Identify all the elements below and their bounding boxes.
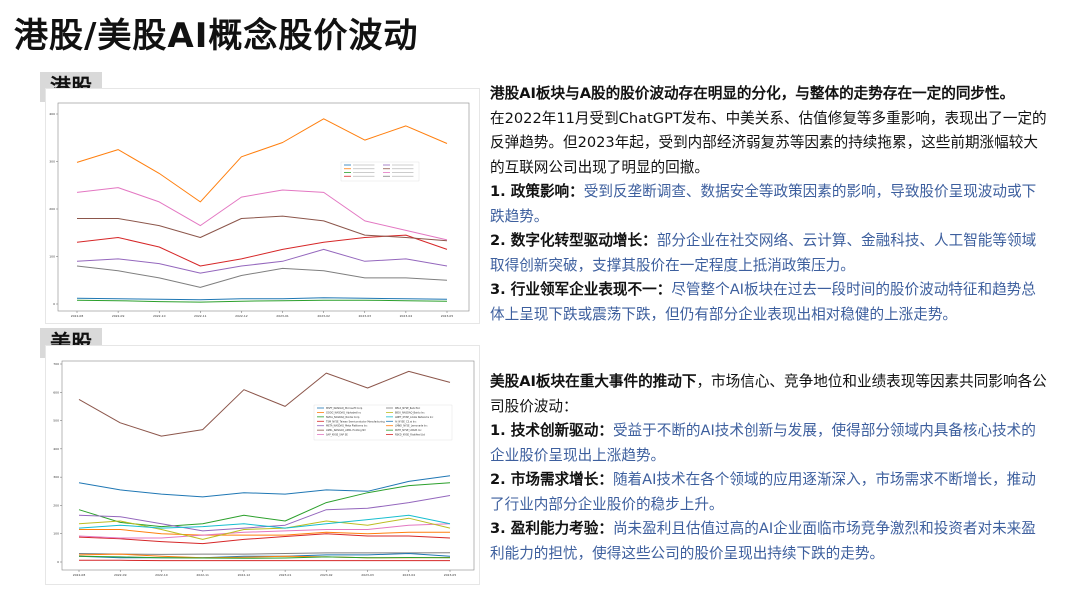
hk-point-1: 1. 政策影响：受到反垄断调查、数据安全等政策因素的影响，导致股价呈现波动或下跌… xyxy=(490,180,1050,229)
y-tick-label: 200 xyxy=(49,207,55,211)
series-line xyxy=(76,187,448,241)
hk-point-3: 3. 行业领军企业表现不一：尽管整个AI板块在过去一段时间的股价波动特征和趋势总… xyxy=(490,278,1050,327)
legend-label: ASML_NASDAQ_ASML Holding NV xyxy=(326,429,366,432)
point-text: 受到反垄断调查、数据安全等政策因素的影响，导致股价呈现波动或下跌趋势。 xyxy=(490,183,1037,225)
series-line xyxy=(78,523,451,539)
series-line xyxy=(78,514,451,529)
y-tick-label: 400 xyxy=(49,112,55,116)
series-line xyxy=(79,529,450,536)
x-tick-label: 2022-08 xyxy=(71,314,84,318)
series-line xyxy=(76,248,448,274)
x-tick-label: 2022-10 xyxy=(155,573,168,577)
y-tick-label: 100 xyxy=(53,532,59,536)
series-line xyxy=(78,533,451,545)
legend-label: TSM_NYSE_Taiwan Semiconductor Manufactur… xyxy=(326,420,385,423)
point-head: 3. 行业领军企业表现不一： xyxy=(490,281,672,298)
hk-stock-chart: 0 100 200 300 400 2022-08 2022-09 2022-10 2022-1… xyxy=(45,88,480,324)
x-tick-label: 2022-09 xyxy=(114,573,127,577)
us-summary-bold: 美股AI板块在重大事件的推动下 xyxy=(490,373,697,390)
series-line xyxy=(76,297,448,301)
series-line xyxy=(78,475,451,498)
y-tick-label: 0 xyxy=(53,302,55,306)
point-text: 尽管整个AI板块在过去一段时间的股价波动特征和趋势总体上呈现下跌或震荡下跌，但仍… xyxy=(490,281,1036,323)
legend-label: GOOG_NASDAQ_Alphabet Inc xyxy=(326,411,362,414)
us-summary: 美股AI板块在重大事件的推动下，市场信心、竞争地位和业绩表现等因素共同影响各公司… xyxy=(490,370,1050,419)
series-line xyxy=(77,215,448,242)
x-tick-label: 2022-11 xyxy=(194,314,207,318)
page-title: 港股/美股AI概念股价波动 xyxy=(14,16,419,56)
x-tick-label: 2023-03 xyxy=(359,314,372,318)
hk-body: 在2022年11月受到ChatGPT发布、中美关系、估值修复等多重影响，表现出了… xyxy=(490,109,1047,176)
series-line xyxy=(76,118,448,203)
point-text: 部分企业在社交网络、云计算、金融科技、人工智能等领域取得创新突破，支撑其股价在一… xyxy=(490,232,1037,274)
y-tick-label: 700 xyxy=(53,362,59,366)
legend-label: LMND_NYSE_Lemonade Inc xyxy=(395,425,428,428)
legend-label: AI_NYSE_C3.ai Inc xyxy=(395,420,417,423)
us-analysis: 美股AI板块在重大事件的推动下，市场信心、竞争地位和业绩表现等因素共同影响各公司… xyxy=(490,370,1050,566)
point-text: 尚未盈利且估值过高的AI企业面临市场竞争激烈和投资者对未来盈利能力的担忧，使得这… xyxy=(490,520,1036,562)
point-head: 1. 政策影响： xyxy=(490,183,584,200)
legend-label: BIDU_NASDAQ_Baidu Inc xyxy=(395,411,425,414)
point-text: 随着AI技术在各个领域的应用逐渐深入，市场需求不断增长，推动了行业内部分企业股价… xyxy=(490,471,1036,513)
series-line xyxy=(76,265,448,288)
us-summary-rest: ，市场信心、竞争地位和业绩表现等因素共同影响各公司股价波动： xyxy=(490,373,1047,415)
us-point-1: 1. 技术创新驱动：受益于不断的AI技术创新与发展，使得部分领域内具备核心技术的… xyxy=(490,419,1050,468)
point-head: 2. 市场需求增长： xyxy=(490,471,613,488)
series-line xyxy=(78,495,451,532)
hk-point-2: 2. 数字化转型驱动增长：部分企业在社交网络、云计算、金融科技、人工智能等领域取… xyxy=(490,229,1050,278)
point-text: 受益于不断的AI技术创新与发展，使得部分领域内具备核心技术的企业股价呈现出上涨趋… xyxy=(490,422,1036,464)
x-tick-label: 2023-01 xyxy=(276,314,289,318)
x-tick-label: 2022-10 xyxy=(153,314,166,318)
x-tick-label: 2023-04 xyxy=(400,314,413,318)
series-line xyxy=(78,370,451,437)
us-stock-chart: 0 100 200 300 400 500 600 700 2022-08 2022-09 2022… xyxy=(45,345,480,585)
x-tick-label: 2022-11 xyxy=(196,573,209,577)
y-tick-label: 600 xyxy=(53,390,59,394)
y-tick-label: 500 xyxy=(53,419,59,423)
legend-label: PATH_NYSE_UiPath Inc xyxy=(395,429,422,432)
legend-label: NVDA_NASDAQ_Nvidia Corp xyxy=(326,416,360,419)
x-tick-label: 2022-08 xyxy=(73,573,86,577)
legend-label: ANET_NYSE_Arista Networks Inc xyxy=(395,416,434,419)
point-head: 2. 数字化转型驱动增长： xyxy=(490,232,657,249)
y-tick-label: 0 xyxy=(57,560,59,564)
series-line xyxy=(76,299,448,303)
x-tick-label: 2022-12 xyxy=(235,314,248,318)
y-tick-label: 300 xyxy=(53,475,59,479)
y-tick-label: 300 xyxy=(49,160,55,164)
chart-svg: 0 100 200 300 400 2022-08 2022-09 2022-10 2022-1… xyxy=(49,102,470,318)
us-point-2: 2. 市场需求增长：随着AI技术在各个领域的应用逐渐深入，市场需求不断增长，推动… xyxy=(490,468,1050,517)
legend-label: SAP_NYSE_SAP SE xyxy=(326,434,348,437)
hk-summary: 港股AI板块与A股的股价波动存在明显的分化，与整体的走势存在一定的同步性。 xyxy=(490,85,1015,102)
legend-label: RSKD_NYSE_Riskified Ltd xyxy=(395,434,425,437)
hk-analysis: 港股AI板块与A股的股价波动存在明显的分化，与整体的走势存在一定的同步性。 在2… xyxy=(490,82,1050,327)
y-tick-label: 100 xyxy=(49,255,55,259)
x-tick-label: 2023-02 xyxy=(320,573,333,577)
series-line xyxy=(78,517,451,540)
series-line xyxy=(78,552,451,555)
series-line xyxy=(78,482,451,528)
series-line xyxy=(78,555,451,559)
y-tick-label: 200 xyxy=(53,503,59,507)
chart-svg: 0 100 200 300 400 500 600 700 2022-08 2022-09 2022… xyxy=(53,360,475,577)
x-tick-label: 2023-01 xyxy=(279,573,292,577)
legend-label: RELX_NYSE_Relx PLC xyxy=(395,407,420,410)
point-head: 3. 盈利能力考验： xyxy=(490,520,613,537)
legend-box xyxy=(313,404,453,441)
x-tick-label: 2023-02 xyxy=(317,314,330,318)
x-tick-label: 2023-05 xyxy=(444,573,457,577)
x-tick-label: 2023-05 xyxy=(441,314,454,318)
x-tick-label: 2022-12 xyxy=(238,573,251,577)
series-line xyxy=(76,234,448,267)
legend-label: MSFT_NASDAQ_Microsoft Corp xyxy=(326,407,363,410)
plot-frame xyxy=(57,102,470,312)
x-tick-label: 2022-09 xyxy=(112,314,125,318)
legend-label: META_NASDAQ_Meta Platforms Inc xyxy=(326,425,368,428)
us-point-3: 3. 盈利能力考验：尚未盈利且估值过高的AI企业面临市场竞争激烈和投资者对未来盈… xyxy=(490,517,1050,566)
x-tick-label: 2023-03 xyxy=(361,573,374,577)
point-head: 1. 技术创新驱动： xyxy=(490,422,613,439)
plot-frame xyxy=(61,360,475,571)
y-tick-label: 400 xyxy=(53,447,59,451)
x-tick-label: 2023-04 xyxy=(403,573,416,577)
